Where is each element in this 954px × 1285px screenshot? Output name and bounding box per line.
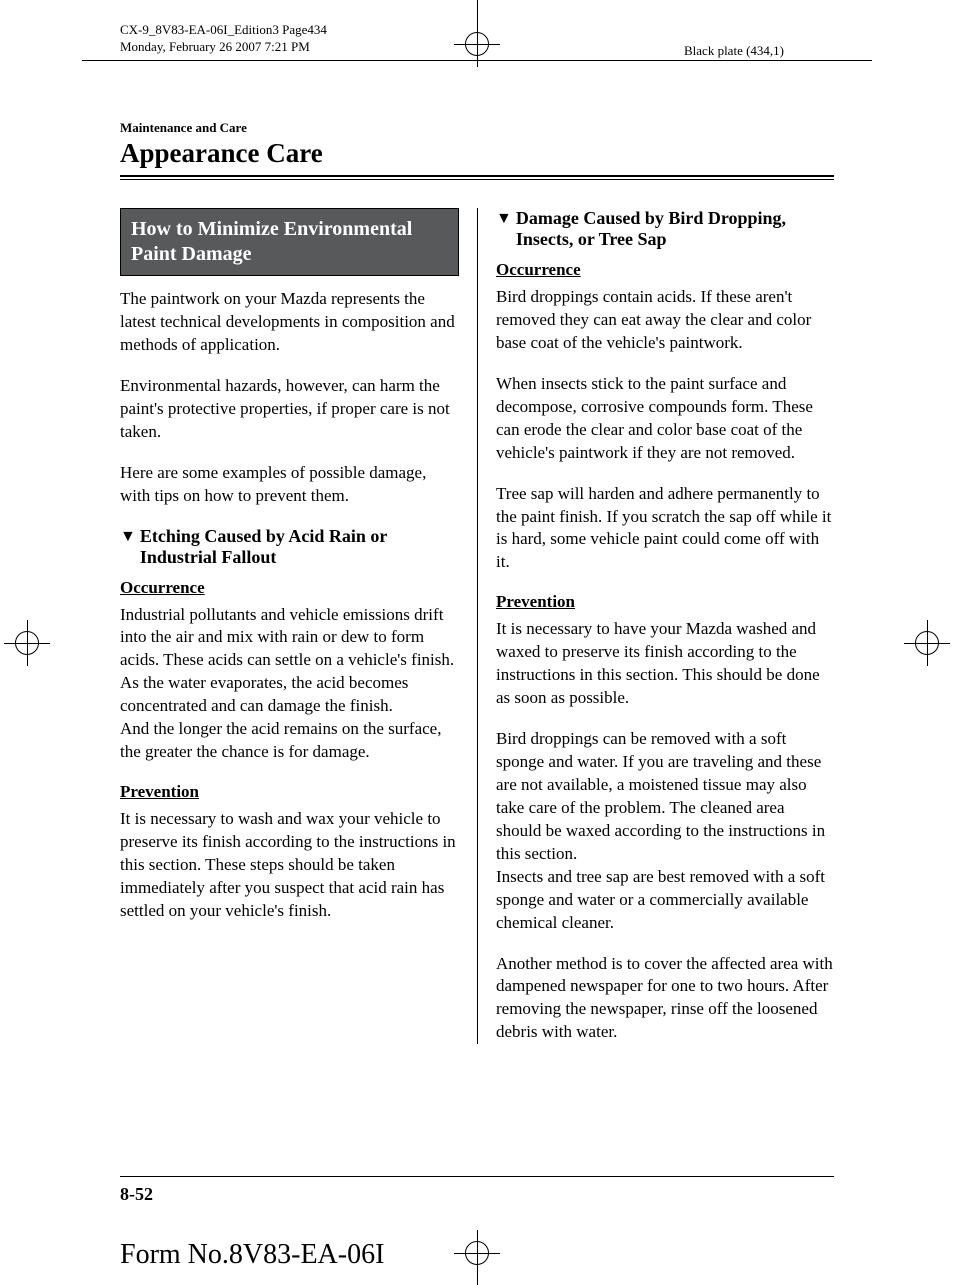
prevention-p1-bird: It is necessary to have your Mazda washe… <box>496 618 834 710</box>
document-meta: CX-9_8V83-EA-06I_Edition3 Page434 Monday… <box>120 22 327 56</box>
bottom-rule <box>120 1176 834 1177</box>
occurrence-label: Occurrence <box>496 260 834 280</box>
page-content: Maintenance and Care Appearance Care How… <box>120 120 834 1044</box>
page-number: 8-52 <box>120 1184 153 1205</box>
meta-line-2: Monday, February 26 2007 7:21 PM <box>120 39 327 56</box>
subsection-title-text: Etching Caused by Acid Rain or Industria… <box>140 526 459 568</box>
title-rule <box>120 175 834 180</box>
form-number: Form No.8V83-EA-06I <box>120 1239 384 1271</box>
triangle-down-icon: ▼ <box>496 208 512 230</box>
occurrence-p1-bird: Bird droppings contain acids. If these a… <box>496 286 834 355</box>
black-plate-label: Black plate (434,1) <box>684 43 784 59</box>
subsection-heading-acid-rain: ▼ Etching Caused by Acid Rain or Industr… <box>120 526 459 568</box>
intro-paragraph-2: Environmental hazards, however, can harm… <box>120 375 459 444</box>
registration-mark-top <box>465 32 489 56</box>
prevention-label: Prevention <box>496 592 834 612</box>
registration-mark-left <box>15 631 39 655</box>
registration-mark-right <box>915 631 939 655</box>
subsection-heading-bird: ▼ Damage Caused by Bird Dropping, Insect… <box>496 208 834 250</box>
occurrence-p2-bird: When insects stick to the paint surface … <box>496 373 834 465</box>
prevention-label: Prevention <box>120 782 459 802</box>
triangle-down-icon: ▼ <box>120 526 136 548</box>
page-title: Appearance Care <box>120 138 834 169</box>
left-column: How to Minimize Environmental Paint Dama… <box>120 208 477 1044</box>
occurrence-label: Occurrence <box>120 578 459 598</box>
prevention-text-acid: It is necessary to wash and wax your veh… <box>120 808 459 923</box>
occurrence-p3-bird: Tree sap will harden and adhere permanen… <box>496 483 834 575</box>
section-heading: How to Minimize Environmental Paint Dama… <box>120 208 459 276</box>
occurrence-text-acid: Industrial pollutants and vehicle emissi… <box>120 604 459 765</box>
right-column: ▼ Damage Caused by Bird Dropping, Insect… <box>477 208 834 1044</box>
prevention-p3-bird: Another method is to cover the affected … <box>496 953 834 1045</box>
breadcrumb: Maintenance and Care <box>120 120 834 136</box>
prevention-p2-bird: Bird droppings can be removed with a sof… <box>496 728 834 934</box>
registration-mark-bottom <box>465 1241 489 1265</box>
meta-line-1: CX-9_8V83-EA-06I_Edition3 Page434 <box>120 22 327 39</box>
intro-paragraph-3: Here are some examples of possible damag… <box>120 462 459 508</box>
content-columns: How to Minimize Environmental Paint Dama… <box>120 208 834 1044</box>
subsection-title-text: Damage Caused by Bird Dropping, Insects,… <box>516 208 834 250</box>
intro-paragraph-1: The paintwork on your Mazda represents t… <box>120 288 459 357</box>
